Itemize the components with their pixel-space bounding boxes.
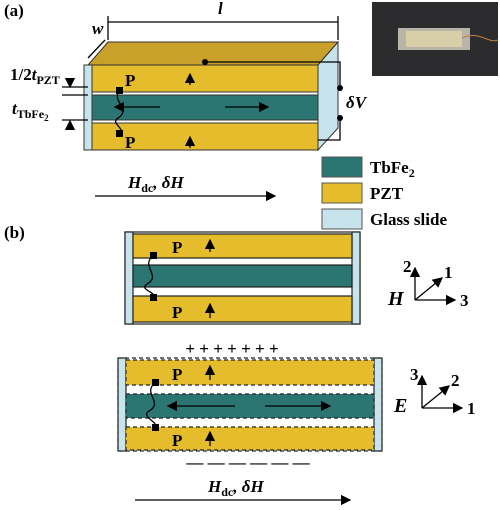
annotations-b	[135, 238, 464, 506]
minus-charges: — — — — — —	[185, 453, 310, 472]
laminate-e	[117, 357, 383, 452]
legend-label: PZT	[370, 184, 404, 203]
voltage-label: δV	[346, 93, 368, 112]
legend-label: Glass slide	[370, 210, 447, 229]
contacts	[116, 59, 343, 137]
polarization: P	[172, 365, 182, 384]
polarization: P	[172, 303, 182, 322]
legend-label: TbFe2	[370, 158, 415, 180]
field-label: Hdc, δH	[127, 173, 184, 195]
annotations	[62, 16, 341, 202]
plus-charges: + + + + + + +	[185, 339, 278, 358]
axis-label: 3	[460, 291, 469, 310]
polarization: P	[172, 431, 182, 450]
polarization: P	[125, 71, 135, 90]
axis-label: 1	[467, 399, 476, 418]
axis-label: 2	[403, 257, 412, 276]
legend-swatch	[321, 156, 363, 178]
axis-label: 1	[444, 263, 453, 282]
axis-label: 2	[451, 371, 460, 390]
legend-swatch	[321, 208, 363, 230]
panel-label: (b)	[4, 223, 25, 242]
polarization: P	[125, 133, 135, 152]
contacts	[150, 252, 159, 431]
tbfe-thickness: tTbFe2	[12, 99, 49, 123]
legend-swatch	[321, 182, 363, 204]
panel-label: (a)	[4, 1, 24, 20]
legend: TbFe2 PZT Glass slide	[321, 156, 447, 230]
axis-label: 3	[410, 365, 419, 384]
photo	[372, 2, 499, 76]
field-label: Hdc, δH	[207, 477, 264, 499]
polarization: P	[172, 238, 182, 257]
width-label: w	[92, 19, 104, 38]
field-symbol: E	[393, 395, 407, 417]
length-label: l	[218, 0, 223, 18]
laminate-h	[124, 231, 361, 325]
field-symbol: H	[387, 288, 405, 310]
pzt-thickness: 1/2tPZT	[10, 65, 60, 87]
laminate-3d	[83, 40, 340, 152]
